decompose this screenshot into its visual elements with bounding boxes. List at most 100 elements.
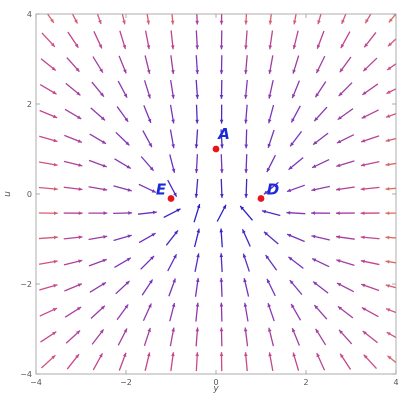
streamline-arrowhead [268,69,272,74]
streamline-arrowhead [291,303,295,309]
streamline-arrowhead [128,211,133,215]
streamline-arrowhead [78,211,83,215]
streamline-arrowhead [123,328,127,333]
y-tick-label: 2 [27,100,32,109]
streamline-arrowhead [99,353,103,358]
streamline-arrowhead [386,90,391,94]
streamline-arrowhead [146,352,151,357]
streamline-arrowhead [362,91,367,95]
streamline-arrowhead [219,45,224,50]
x-axis-label: y [212,384,219,394]
streamline-arrowhead [77,283,82,287]
point-label-e: E [156,181,167,199]
streamline-arrowhead [243,302,248,307]
streamline-arrowhead [74,19,78,24]
streamline-arrowhead [127,188,132,192]
streamline-arrowhead [170,45,175,50]
streamline-arrowhead [385,138,390,142]
streamline-arrowhead [316,353,320,358]
streamline-arrowhead [288,256,293,261]
streamline-arrowhead [123,93,128,98]
streamline-arrowhead [173,192,177,197]
streamline-arrowhead [314,117,319,122]
streamline-arrowhead [148,303,152,308]
streamline-arrowhead [386,308,391,312]
streamline-arrowhead [385,114,391,118]
streamline-arrowhead [336,283,342,287]
streamline-arrowhead [240,205,245,211]
streamline-arrowhead [151,233,156,237]
streamline-arrowhead [244,169,248,174]
streamline-arrowhead [365,19,369,24]
streamline-arrowhead [385,259,390,264]
streamline-arrowhead [152,210,157,215]
streamline-arrowhead [336,139,342,144]
streamline-arrowhead [171,168,176,173]
streamline-arrowhead [244,119,248,124]
streamline-arrowhead [77,139,82,143]
streamline-arrowhead [242,253,247,258]
equilibrium-point-a [212,145,220,153]
streamline-arrowhead [339,68,344,73]
streamline-arrowhead [219,119,224,124]
streamline-arrowhead [195,278,200,283]
streamline-arrowhead [219,302,224,307]
streamline-arrowhead [360,235,365,240]
streamline-arrowhead [194,193,199,198]
streamline-arrowhead [288,165,293,170]
streamline-arrowhead [171,352,175,357]
point-label-d: D [267,181,279,199]
streamline-arrowhead [147,94,151,99]
streamline-arrowhead [315,328,320,334]
streamline-arrowhead [314,305,319,310]
streamline-arrowhead [122,20,126,25]
streamline-arrowhead [289,280,294,285]
streamline-arrowhead [361,283,366,288]
streamline-arrowhead [316,44,321,49]
streamline-arrowhead [219,228,224,233]
streamline-arrowhead [360,163,365,167]
streamline-arrowhead [98,19,102,25]
streamline-arrowhead [100,92,104,97]
streamline-arrowhead [219,277,224,282]
streamline-arrowhead [313,281,318,286]
streamline-arrowhead [195,94,200,99]
streamline-arrowhead [170,20,175,25]
streamline-arrowhead [292,44,297,50]
streamlines [38,14,396,372]
streamline-arrowhead [103,187,108,192]
streamline-arrowhead [171,302,176,308]
streamline-arrowhead [266,167,271,173]
x-tick-label: 0 [213,378,218,387]
streamline-arrowhead [336,187,341,192]
streamline-arrowhead [286,188,292,193]
streamline-arrowhead [124,304,129,309]
streamline-arrowhead [313,140,318,145]
x-tick-label: −4 [30,378,42,387]
streamline-arrowhead [263,231,269,236]
streamline-arrowhead [337,115,342,120]
streamline-arrowhead [100,305,105,310]
streamline-arrowhead [339,329,343,334]
streamline-arrowhead [292,328,296,333]
streamline-arrowhead [337,306,343,311]
streamline-arrowhead [388,18,393,23]
streamline-arrowhead [125,280,130,285]
streamline-arrowhead [77,115,82,119]
streamline-arrowhead [99,68,103,73]
streamline-arrowhead [360,187,365,191]
streamline-arrowhead [317,20,321,25]
streamline-arrowhead [195,119,199,124]
streamline-arrowhead [53,235,58,240]
streamline-arrowhead [244,20,248,25]
streamline-arrowhead [286,210,291,215]
streamline-arrowhead [219,253,224,258]
streamline-arrowhead [78,259,83,264]
streamline-arrowhead [336,163,341,168]
streamline-arrowhead [387,42,392,47]
y-tick-label: −2 [20,280,32,289]
streamline-arrowhead [122,352,127,357]
streamline-arrowhead [171,119,175,124]
streamline-arrowhead [363,67,368,72]
